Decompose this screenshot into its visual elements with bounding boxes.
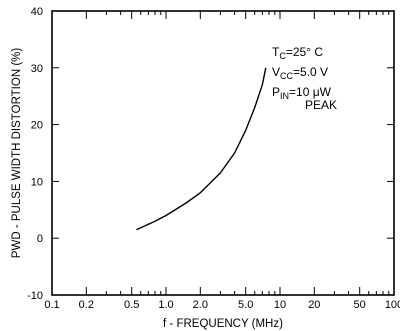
x-tick-label: 2.0 (193, 299, 208, 311)
y-tick-label: -10 (27, 290, 43, 302)
y-tick-label: 10 (31, 176, 43, 188)
data-series (136, 67, 267, 231)
x-tick-label: 1.0 (158, 299, 173, 311)
condition-vcc: VCC=5.0 V (272, 65, 328, 81)
x-tick-label: 5.0 (238, 299, 253, 311)
x-tick-label: 10 (274, 299, 286, 311)
y-tick-label: 40 (31, 6, 43, 18)
y-tick-label: 0 (37, 233, 43, 245)
y-axis-title: PWD - PULSE WIDTH DISTORTION (%) (11, 48, 23, 259)
plot-frame (51, 10, 395, 296)
x-tick-label: 20 (308, 299, 320, 311)
x-tick-labels: 0.1 0.2 0.5 1.0 2.0 5.0 10 20 50 100 (44, 299, 400, 311)
condition-pin: PIN=10 μW (272, 85, 332, 101)
conditions-annotation: TC=25° C VCC=5.0 V PIN=10 μW PEAK (272, 45, 337, 112)
y-tick-labels: -10 0 10 20 30 40 (27, 6, 43, 302)
y-tick-label: 30 (31, 63, 43, 75)
series-line (136, 67, 267, 231)
x-tick-label: 0.2 (79, 299, 94, 311)
condition-peak: PEAK (305, 98, 337, 112)
y-tick-label: 20 (31, 120, 43, 132)
x-tick-label: 50 (354, 299, 366, 311)
x-tick-label: 100 (385, 299, 400, 311)
x-tick-label: 0.5 (124, 299, 139, 311)
x-axis-title: f - FREQUENCY (MHz) (163, 318, 283, 330)
x-tick-label: 0.1 (44, 299, 59, 311)
axis-ticks (51, 10, 395, 296)
condition-tc: TC=25° C (272, 45, 323, 61)
